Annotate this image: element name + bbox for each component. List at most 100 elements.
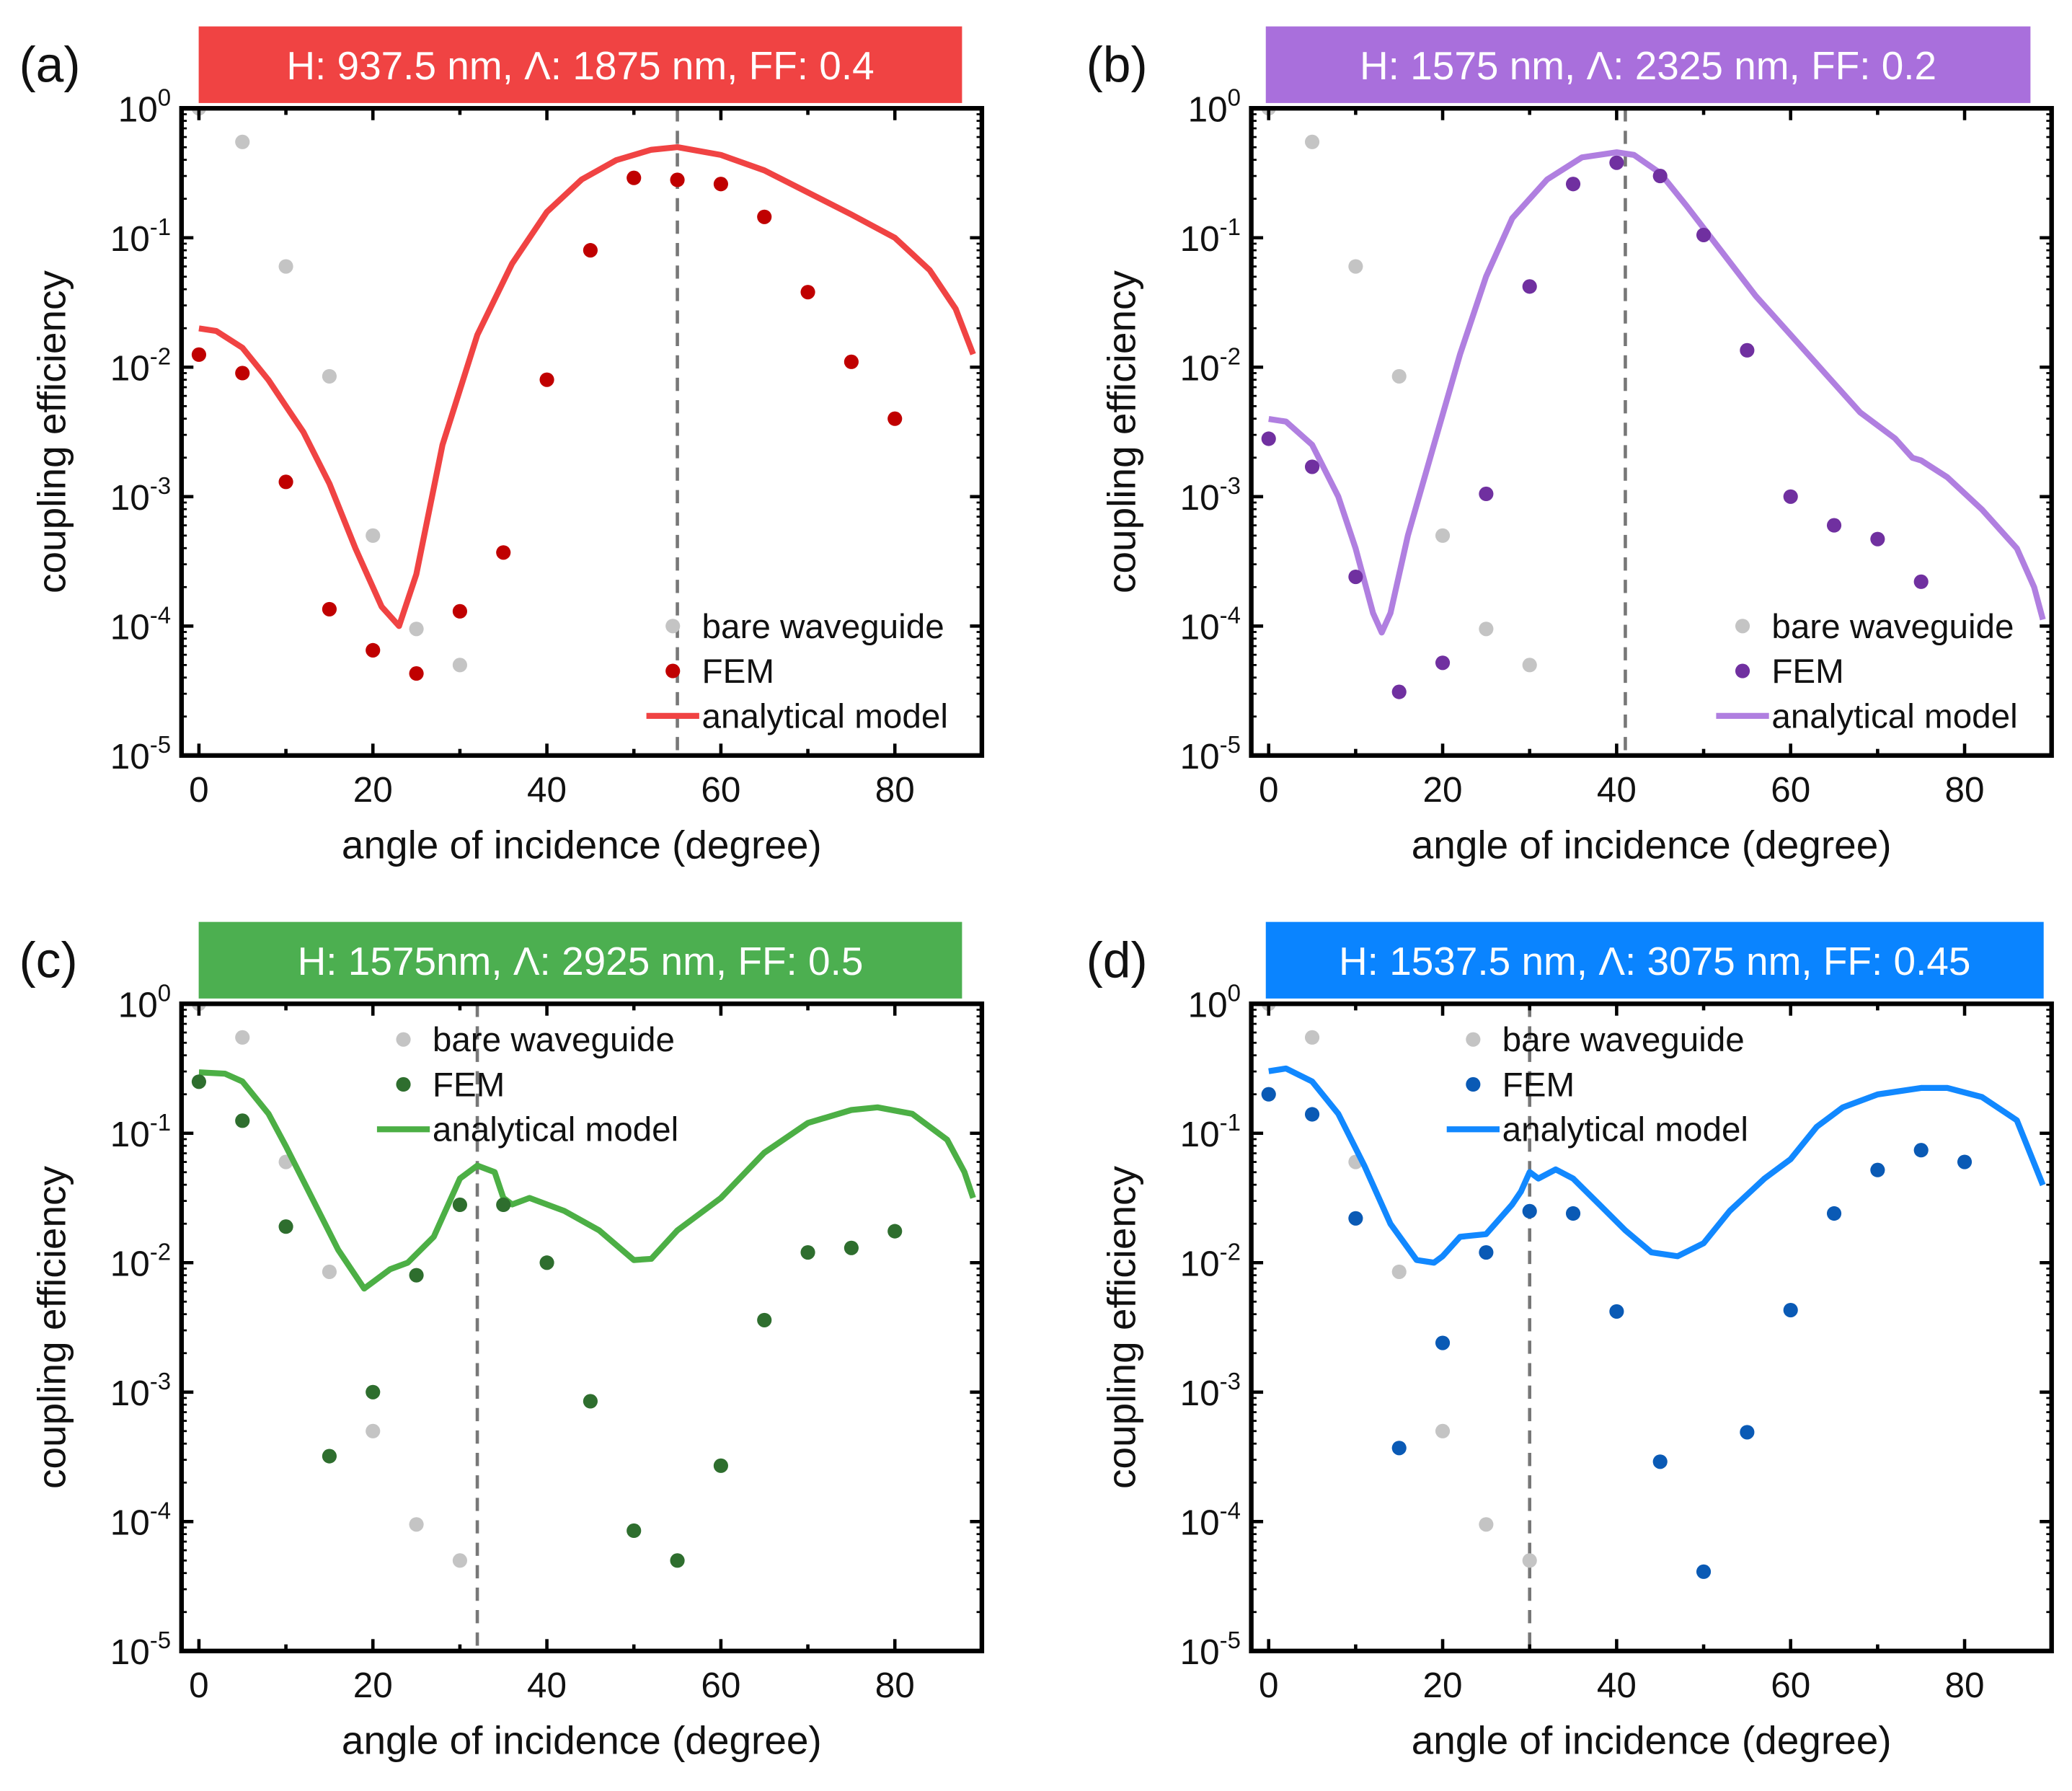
x-tick-label: 0 xyxy=(1259,1666,1279,1705)
x-tick-label: 60 xyxy=(1771,770,1810,810)
title-banner xyxy=(1265,921,2044,999)
y-tick-base: 10 xyxy=(1180,219,1220,259)
fem-point xyxy=(366,1384,381,1399)
y-tick-base: 10 xyxy=(1180,478,1220,518)
fem-point xyxy=(1522,279,1537,294)
x-tick-label: 80 xyxy=(1945,770,1985,810)
y-tick-exponent: -1 xyxy=(150,213,171,240)
y-tick-exponent: -2 xyxy=(150,1239,171,1265)
y-tick-base: 10 xyxy=(1188,986,1228,1025)
y-tick-exponent: -5 xyxy=(150,1627,171,1653)
x-tick-label: 60 xyxy=(1771,1666,1810,1705)
chart-title: H: 1537.5 nm, Λ: 3075 nm, FF: 0.45 xyxy=(1339,939,1970,983)
axes-frame xyxy=(179,106,985,759)
y-tick-base: 10 xyxy=(1188,90,1228,130)
fem-point xyxy=(1479,486,1494,502)
fem-point xyxy=(1609,1304,1624,1319)
bare-waveguide-point xyxy=(1348,259,1363,274)
y-tick-label: 10-3 xyxy=(110,472,171,518)
y-tick-exponent: -1 xyxy=(1220,1109,1241,1136)
fem-point xyxy=(322,601,337,616)
y-axis-label: coupling efficiency xyxy=(30,1166,74,1489)
y-tick-exponent: 0 xyxy=(158,980,171,1007)
fem-point xyxy=(1870,531,1885,547)
fem-point xyxy=(539,1255,554,1270)
y-tick-base: 10 xyxy=(110,1632,150,1672)
legend: bare waveguide FEM analytical model xyxy=(1446,1021,1748,1149)
y-tick-base: 10 xyxy=(1180,1244,1220,1284)
legend-bare-marker xyxy=(1735,619,1750,634)
fem-point xyxy=(887,1224,903,1239)
legend-bare-marker xyxy=(396,1032,411,1047)
x-tick-label: 60 xyxy=(701,770,740,810)
fem-point xyxy=(191,347,206,362)
fem-point xyxy=(1261,431,1276,446)
plot-area xyxy=(191,1004,976,1651)
chart-title: H: 1575 nm, Λ: 2325 nm, FF: 0.2 xyxy=(1360,43,1936,88)
y-tick-exponent: -5 xyxy=(150,731,171,758)
fem-point xyxy=(322,1449,337,1464)
y-tick-exponent: -2 xyxy=(150,343,171,370)
fem-point xyxy=(670,172,685,187)
y-tick-base: 10 xyxy=(1180,737,1220,777)
y-tick-label: 10-3 xyxy=(110,1368,171,1413)
y-tick-label: 10-3 xyxy=(1180,472,1241,518)
x-tick-label: 80 xyxy=(875,1666,915,1705)
y-tick-base: 10 xyxy=(1180,1503,1220,1543)
fem-point xyxy=(539,372,554,387)
fem-point xyxy=(235,1113,250,1128)
y-tick-label: 10-4 xyxy=(1180,602,1241,647)
y-tick-base: 10 xyxy=(110,1374,150,1413)
bare-waveguide-point xyxy=(322,368,337,384)
y-tick-label: 10-4 xyxy=(1180,1498,1241,1543)
fem-point xyxy=(757,209,772,224)
y-tick-exponent: -5 xyxy=(1220,731,1241,758)
fem-point xyxy=(800,1244,815,1260)
bare-waveguide-point xyxy=(1391,1264,1407,1280)
analytical-model-line xyxy=(198,1069,976,1292)
panel-label: (b) xyxy=(1086,37,1148,93)
legend-fem-marker xyxy=(665,663,681,678)
fem-point xyxy=(409,666,424,681)
y-tick-base: 10 xyxy=(110,1244,150,1284)
y-tick-label: 100 xyxy=(118,980,171,1025)
chart-title: H: 1575nm, Λ: 2925 nm, FF: 0.5 xyxy=(298,939,864,983)
y-tick-label: 10-2 xyxy=(1180,1239,1241,1284)
x-tick-label: 60 xyxy=(701,1666,740,1705)
fem-point xyxy=(1304,1107,1320,1122)
fem-point xyxy=(1696,1564,1712,1579)
fem-point xyxy=(627,1523,642,1539)
fem-point xyxy=(1391,684,1407,699)
bare-waveguide-point xyxy=(1304,1030,1320,1045)
legend: bare waveguide FEM analytical model xyxy=(376,1021,678,1149)
panel-label: (a) xyxy=(19,37,80,93)
y-tick-label: 10-5 xyxy=(1180,731,1241,777)
bare-waveguide-point xyxy=(235,1030,250,1045)
fem-point xyxy=(1652,1454,1668,1469)
y-tick-exponent: -4 xyxy=(1220,602,1241,629)
x-axis-label: angle of incidence (degree) xyxy=(1412,1718,1892,1763)
y-tick-exponent: -1 xyxy=(1220,213,1241,240)
x-tick-label: 80 xyxy=(875,770,915,810)
fem-point xyxy=(452,603,467,619)
x-tick-label: 40 xyxy=(527,770,567,810)
y-tick-label: 10-2 xyxy=(110,343,171,389)
fem-point xyxy=(1870,1162,1885,1177)
x-tick-label: 0 xyxy=(1259,770,1279,810)
y-tick-exponent: -1 xyxy=(150,1109,171,1136)
panel-a: (a) H: 937.5 nm, Λ: 1875 nm, FF: 0.4 0 20 40… xyxy=(19,26,985,867)
fem-point xyxy=(1696,227,1712,243)
plot-area xyxy=(1261,1004,2046,1651)
bare-waveguide-point xyxy=(1435,1423,1451,1438)
y-tick-label: 10-1 xyxy=(1180,213,1241,259)
y-tick-exponent: -3 xyxy=(150,1368,171,1394)
y-tick-base: 10 xyxy=(1180,1374,1220,1413)
y-tick-exponent: -3 xyxy=(1220,1368,1241,1394)
axes-frame xyxy=(1249,1001,2054,1654)
y-tick-label: 10-4 xyxy=(110,1498,171,1543)
legend-fem-marker xyxy=(396,1076,411,1092)
panel-label: (d) xyxy=(1086,932,1148,989)
legend-entry: bare waveguide xyxy=(1771,608,2014,646)
legend-fem-marker xyxy=(1735,663,1750,678)
